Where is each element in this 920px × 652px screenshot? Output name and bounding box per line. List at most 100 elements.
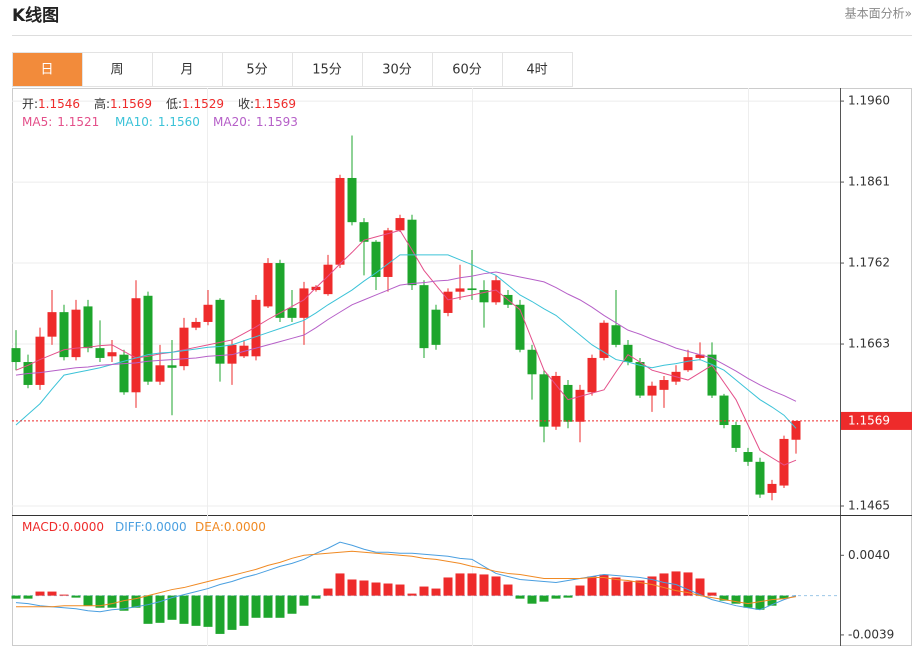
macd-bar (599, 574, 609, 596)
info-value: 1.1546 (38, 97, 80, 111)
y-tick-label: 1.1465 (848, 499, 890, 513)
macd-bar (719, 595, 729, 601)
candle-body (791, 420, 801, 440)
macd-bar (671, 571, 681, 596)
macd-bar (323, 588, 333, 596)
ma-line (15, 271, 797, 402)
tab-label[interactable]: 4时 (526, 63, 547, 78)
tab[interactable] (222, 52, 293, 87)
macd-bar (275, 595, 285, 618)
macd-bar (635, 580, 645, 596)
macd-bar (251, 595, 261, 618)
macd-bar (179, 595, 189, 624)
analysis-link[interactable]: 基本面分析» (845, 7, 912, 21)
candle-body (455, 288, 465, 292)
candle-body (395, 218, 405, 231)
tab[interactable] (292, 52, 363, 87)
candle-body (371, 241, 381, 277)
macd-bar (515, 595, 525, 599)
y-tick-label: 1.1861 (848, 175, 890, 189)
candle-body (347, 177, 357, 223)
candle-body (551, 375, 561, 427)
macd-bar (455, 573, 465, 596)
macd-bar (215, 595, 225, 634)
tab[interactable] (12, 52, 83, 87)
info-label: MA20: (213, 115, 251, 129)
macd-bar (311, 595, 321, 599)
y-tick-label: 0.0040 (848, 548, 890, 562)
candle-body (263, 263, 273, 307)
tab[interactable] (432, 52, 503, 87)
macd-bar (383, 583, 393, 596)
macd-line (15, 541, 797, 613)
macd-bar (611, 577, 621, 596)
candle-body (131, 298, 141, 393)
macd-bar (683, 572, 693, 596)
candle-body (311, 286, 321, 291)
tab-label[interactable]: 月 (180, 63, 193, 78)
candle-body (215, 299, 225, 364)
macd-bar (575, 585, 585, 596)
candle-body (35, 336, 45, 385)
tab-label[interactable]: 30分 (382, 63, 412, 78)
current-price-box (841, 411, 912, 430)
candle-body (599, 322, 609, 358)
candle-body (203, 304, 213, 322)
tab[interactable] (502, 52, 573, 87)
macd-bar (107, 595, 117, 608)
candle-body (419, 285, 429, 349)
candle-body (743, 452, 753, 462)
info-value: 1.1593 (256, 115, 298, 129)
info-text: 收:1.1569 (238, 97, 296, 111)
tab-label[interactable]: 15分 (312, 63, 342, 78)
candle-body (299, 288, 309, 318)
macd-bar (239, 595, 249, 626)
candle-body (683, 357, 693, 371)
y-tick-label: 1.1960 (848, 94, 890, 108)
info-text: MACD:0.0000 (22, 520, 104, 534)
tab-label[interactable]: 周 (110, 63, 123, 78)
macd-bar (539, 595, 549, 602)
candle-body (479, 290, 489, 303)
macd-bar (359, 580, 369, 596)
tab-label[interactable]: 日 (40, 63, 53, 78)
candle-body (95, 348, 105, 358)
macd-bar (587, 576, 597, 596)
candle-body (179, 327, 189, 367)
candle-body (695, 354, 705, 358)
candle-body (143, 295, 153, 382)
info-label: DEA: (195, 520, 224, 534)
candle-body (563, 384, 573, 422)
tab[interactable] (82, 52, 153, 87)
info-text: 低:1.1529 (166, 97, 224, 111)
tab-label[interactable]: 60分 (452, 63, 482, 78)
tab[interactable] (152, 52, 223, 87)
candle-body (383, 230, 393, 277)
info-value: 1.1560 (158, 115, 200, 129)
macd-bar (143, 595, 153, 624)
candle-body (635, 362, 645, 396)
macd-bar (731, 595, 741, 604)
tab-label[interactable]: 5分 (246, 63, 267, 78)
macd-bar (443, 577, 453, 596)
macd-bar (47, 591, 57, 596)
candle-body (167, 365, 177, 368)
macd-bar (155, 595, 165, 623)
macd-bar (755, 595, 765, 610)
candle-body (779, 438, 789, 486)
candle-body (275, 263, 285, 318)
info-value: 0.0000 (224, 520, 266, 534)
macd-bar (83, 595, 93, 606)
candle-body (107, 352, 117, 357)
info-value: 1.1569 (110, 97, 152, 111)
macd-bar (503, 584, 513, 596)
macd-bar (563, 595, 573, 598)
macd-bar (95, 595, 105, 608)
candle-body (755, 461, 765, 495)
macd-bar (767, 595, 777, 606)
macd-bar (263, 595, 273, 618)
info-label: 开: (22, 97, 38, 111)
macd-bar (299, 595, 309, 606)
